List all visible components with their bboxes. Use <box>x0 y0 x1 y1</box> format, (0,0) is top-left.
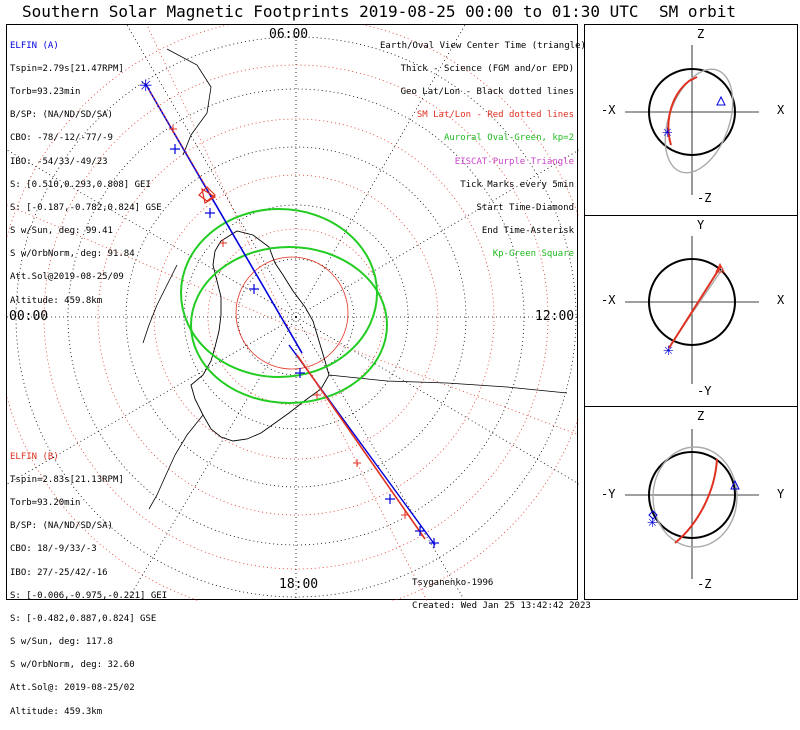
elfin-a-line: Att.Sol@2019-08-25/09 <box>10 272 124 283</box>
auroral-oval <box>180 208 388 404</box>
legend-entry: Auroral Oval-Green, kp=2 <box>443 133 574 144</box>
sm-orbit-panel-xy: ✳ Y -Y -X X <box>584 215 798 407</box>
elfin-a-track: ✳ <box>139 76 303 354</box>
elfin-b-line: IBO: 27/-25/42/-16 <box>10 567 108 578</box>
axis-top: Z <box>697 409 705 423</box>
elfin-b-line: Att.Sol@: 2019-08-25/02 <box>10 683 135 694</box>
sm-orbit-panel-xz: ✳ Z -Z -X X <box>584 24 798 216</box>
elfin-b-line: S w/OrbNorm, deg: 32.60 <box>10 660 135 671</box>
created-timestamp: Created: Wed Jan 25 13:42:42 2023 <box>412 600 591 611</box>
elfin-b-line: S w/Sun, deg: 117.8 <box>10 637 113 648</box>
main-title: Southern Solar Magnetic Footprints 2019-… <box>22 2 639 21</box>
elfin-b-line: Altitude: 459.3km <box>10 706 103 717</box>
legend-entry: Earth/Oval View Center Time (triangle) <box>380 40 586 51</box>
elfin-b-track <box>201 187 439 548</box>
axis-right: Y <box>777 487 785 501</box>
elfin-b-info: ELFIN (B) Tspin=2.83s[21.13RPM] Torb=93.… <box>10 440 167 730</box>
peninsula-coast <box>148 414 204 510</box>
elfin-b-line: Torb=93.20min <box>10 497 81 508</box>
legend-entry: Thick - Science (FGM and/or EPD) <box>400 63 574 74</box>
sm-orbit-panel-yz: ✳ Z -Z -Y Y <box>584 406 798 600</box>
sm-orbit-xz-canvas: ✳ <box>625 45 759 195</box>
svg-text:✳: ✳ <box>139 76 152 95</box>
legend-entry: Start Time-Diamond <box>476 202 574 213</box>
terminator-line <box>328 374 568 394</box>
elfin-a-line: Altitude: 459.8km <box>10 295 103 306</box>
elfin-a-line: Tspin=2.79s[21.47RPM] <box>10 63 124 74</box>
elfin-a-line: B/SP: (NA/ND/SD/SA) <box>10 110 113 121</box>
legend-entry: Kp-Green Square <box>492 249 574 260</box>
elfin-b-line: Tspin=2.83s[21.13RPM] <box>10 474 124 485</box>
triangle-marker <box>201 187 217 204</box>
sm-lon-lines <box>7 25 579 601</box>
elfin-a-info: ELFIN (A) Tspin=2.79s[21.47RPM] Torb=93.… <box>10 29 162 319</box>
axis-left: -X <box>601 103 616 117</box>
elfin-b-line: S: [-0.482,0.887,0.824] GSE <box>10 613 157 624</box>
south-america-coast <box>142 264 178 344</box>
axis-top: Z <box>697 27 705 41</box>
sm-inner-circle <box>235 256 349 370</box>
svg-text:✳: ✳ <box>662 126 673 141</box>
elfin-a-name: ELFIN (A) <box>10 40 59 51</box>
axis-left: -X <box>601 293 616 307</box>
elfin-a-line: S: [0.510,0.293,0.808] GEI <box>10 179 151 190</box>
legend-entry: EISCAT-Purple Triangle <box>454 156 574 167</box>
australia-coast <box>166 48 212 156</box>
elfin-b-line: B/SP: (NA/ND/SD/SA) <box>10 521 113 532</box>
axis-top: Y <box>697 218 705 232</box>
axis-right: X <box>777 293 785 307</box>
elfin-b-line: CBO: 18/-9/33/-3 <box>10 544 97 555</box>
axis-right: X <box>777 103 785 117</box>
svg-text:✳: ✳ <box>647 516 658 531</box>
axis-left: -Y <box>601 487 616 501</box>
elfin-a-line: S w/OrbNorm, deg: 91.84 <box>10 249 135 260</box>
sm-orbit-yz-canvas: ✳ <box>625 429 759 579</box>
elfin-a-line: CBO: -78/-12/-77/-9 <box>10 133 113 144</box>
axis-bottom: -Z <box>697 191 712 205</box>
axis-bottom: -Z <box>697 577 712 591</box>
elfin-b-name: ELFIN (B) <box>10 451 59 462</box>
time-label-top: 06:00 <box>269 27 309 42</box>
svg-text:✳: ✳ <box>663 344 674 359</box>
legend-entry: SM Lat/Lon - Red dotted lines <box>416 110 574 121</box>
geo-lon-lines <box>7 25 579 601</box>
time-label-right: 12:00 <box>535 309 575 324</box>
legend-entry: Tick Marks every 5min <box>460 179 574 190</box>
footprint-map-canvas: ✳ <box>7 25 579 601</box>
axis-bottom: -Y <box>697 384 712 398</box>
antarctica-coastline <box>190 230 330 442</box>
elfin-a-line: Torb=93.23min <box>10 86 81 97</box>
orbit-title: SM orbit <box>659 2 737 21</box>
credits: Tsyganenko-1996 Created: Wed Jan 25 13:4… <box>412 566 591 624</box>
map-legend: Earth/Oval View Center Time (triangle) T… <box>380 29 586 272</box>
elfin-a-line: S w/Sun, deg: 99.41 <box>10 226 113 237</box>
elfin-b-line: S: [-0.006,-0.975,-0.221] GEI <box>10 590 168 601</box>
time-label-left: 00:00 <box>9 309 49 324</box>
time-label-bottom: 18:00 <box>279 577 319 592</box>
legend-entry: Geo Lat/Lon - Black dotted lines <box>400 86 574 97</box>
elfin-a-line: IBO: -54/33/-49/23 <box>10 156 108 167</box>
legend-entry: End Time-Asterisk <box>481 226 574 237</box>
sm-orbit-xy-canvas: ✳ <box>625 236 759 384</box>
model-credit: Tsyganenko-1996 <box>412 577 494 588</box>
footprint-map: ✳ <box>6 24 579 601</box>
elfin-a-line: S: [-0.187,-0.782,0.824] GSE <box>10 202 162 213</box>
